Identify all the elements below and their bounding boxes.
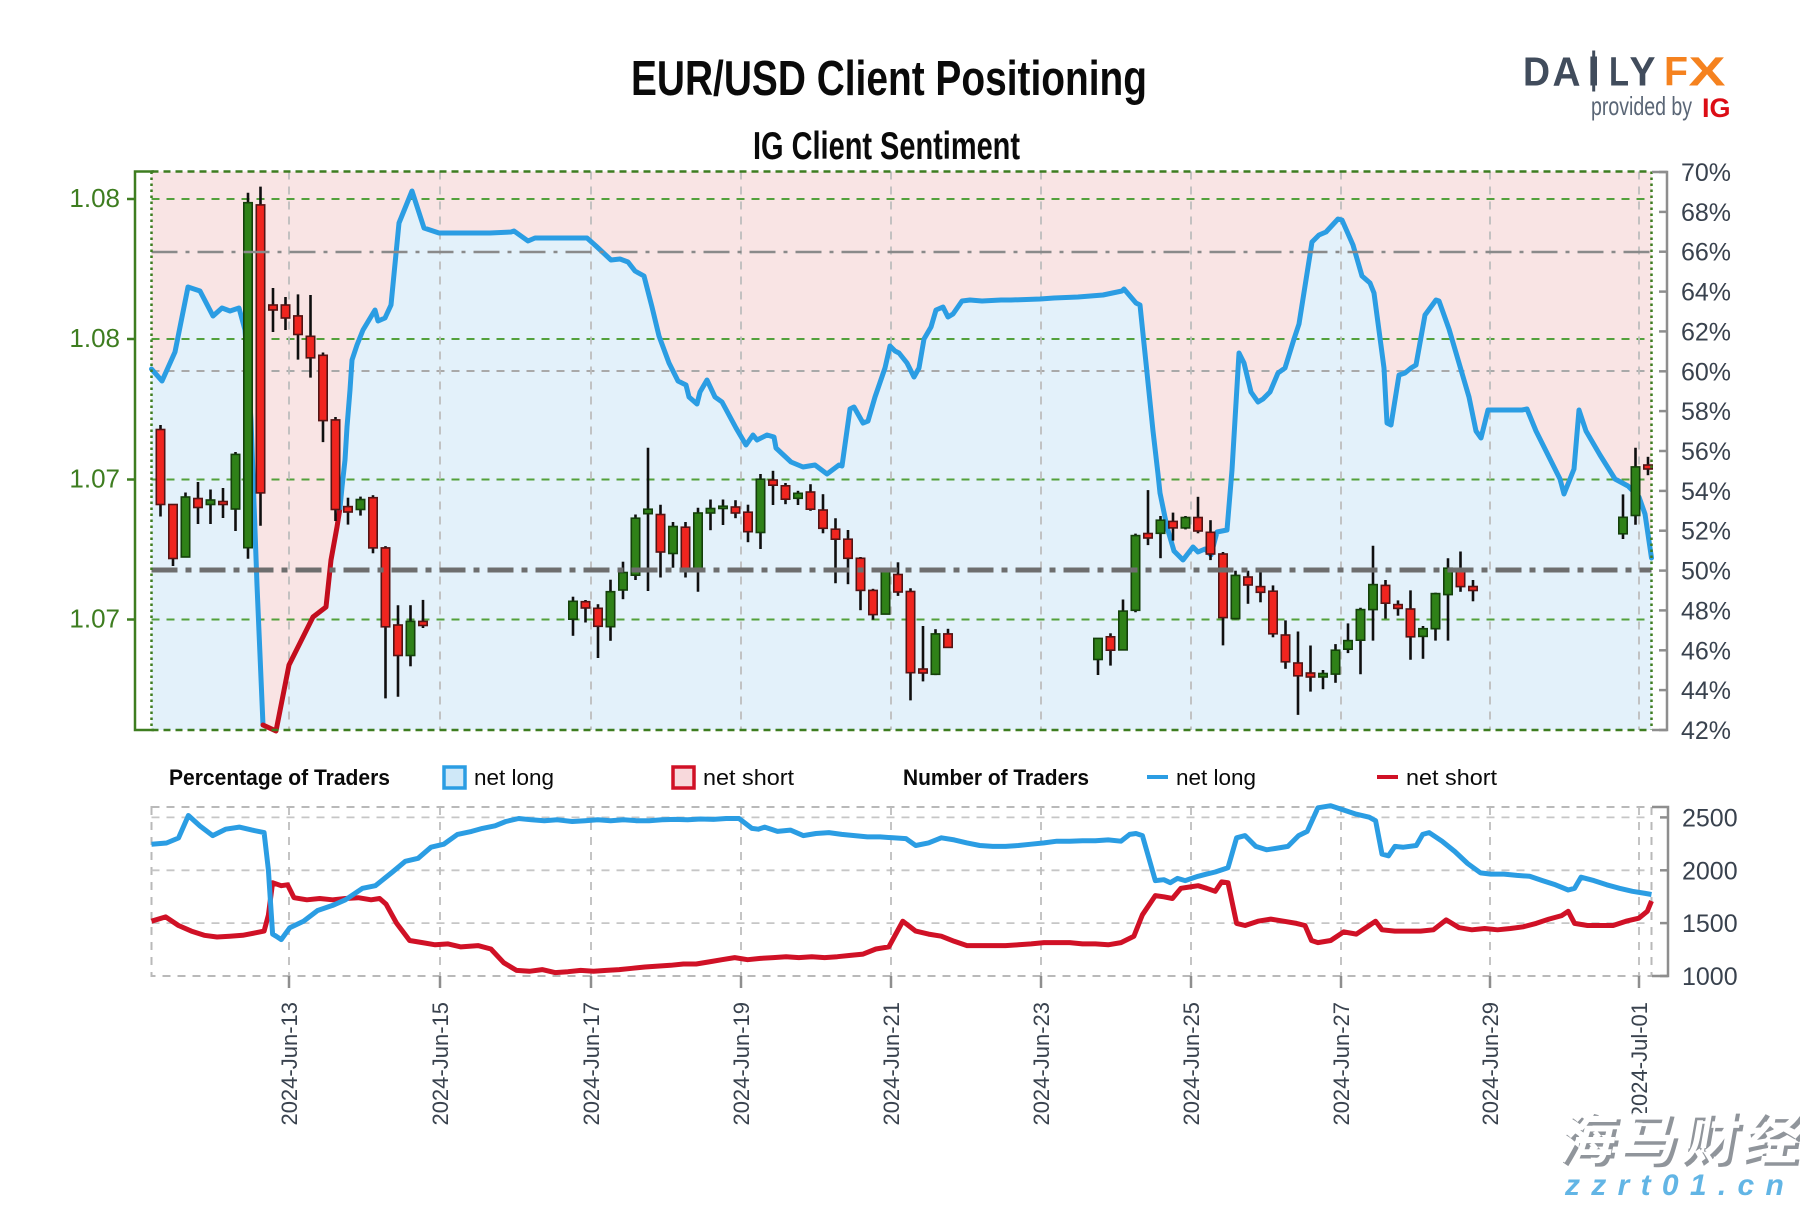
svg-text:provided by: provided by bbox=[1591, 91, 1692, 121]
svg-text:2024-Jun-25: 2024-Jun-25 bbox=[1179, 1002, 1204, 1126]
svg-text:net short: net short bbox=[703, 765, 794, 790]
svg-text:1500: 1500 bbox=[1682, 910, 1738, 938]
svg-text:2024-Jun-23: 2024-Jun-23 bbox=[1029, 1002, 1054, 1126]
svg-text:2024-Jun-13: 2024-Jun-13 bbox=[277, 1002, 302, 1126]
svg-text:2024-Jul-01: 2024-Jul-01 bbox=[1627, 1002, 1652, 1118]
svg-text:Number of Traders: Number of Traders bbox=[903, 765, 1089, 790]
svg-text:L: L bbox=[1609, 49, 1629, 95]
svg-text:1000: 1000 bbox=[1682, 963, 1738, 991]
svg-text:1.08: 1.08 bbox=[69, 183, 120, 213]
svg-text:2024-Jun-17: 2024-Jun-17 bbox=[579, 1002, 604, 1126]
svg-text:62%: 62% bbox=[1681, 318, 1731, 346]
svg-text:66%: 66% bbox=[1681, 239, 1731, 267]
svg-text:54%: 54% bbox=[1681, 478, 1731, 506]
svg-text:50%: 50% bbox=[1681, 558, 1731, 586]
svg-text:60%: 60% bbox=[1681, 358, 1731, 386]
svg-text:68%: 68% bbox=[1681, 199, 1731, 227]
svg-text:2024-Jun-19: 2024-Jun-19 bbox=[729, 1002, 754, 1126]
svg-text:X: X bbox=[1689, 49, 1726, 95]
svg-text:2024-Jun-27: 2024-Jun-27 bbox=[1329, 1002, 1354, 1126]
svg-text:56%: 56% bbox=[1681, 438, 1731, 466]
svg-text:42%: 42% bbox=[1681, 717, 1731, 745]
svg-text:2024-Jun-29: 2024-Jun-29 bbox=[1478, 1002, 1503, 1126]
svg-text:zzrt01.cn: zzrt01.cn bbox=[1564, 1169, 1795, 1200]
svg-text:1.08: 1.08 bbox=[69, 323, 120, 353]
svg-text:net long: net long bbox=[474, 765, 554, 790]
svg-text:52%: 52% bbox=[1681, 518, 1731, 546]
svg-text:64%: 64% bbox=[1681, 279, 1731, 307]
svg-text:IG Client Sentiment: IG Client Sentiment bbox=[753, 125, 1020, 168]
svg-text:D: D bbox=[1523, 49, 1550, 95]
svg-text:46%: 46% bbox=[1681, 637, 1731, 665]
svg-text:A: A bbox=[1553, 49, 1581, 95]
svg-text:1.07: 1.07 bbox=[69, 464, 120, 494]
svg-text:Y: Y bbox=[1630, 49, 1656, 95]
svg-text:70%: 70% bbox=[1681, 159, 1731, 187]
svg-text:F: F bbox=[1664, 49, 1688, 95]
svg-text:48%: 48% bbox=[1681, 597, 1731, 625]
svg-text:2500: 2500 bbox=[1682, 804, 1738, 832]
svg-text:2024-Jun-21: 2024-Jun-21 bbox=[879, 1002, 904, 1126]
svg-text:58%: 58% bbox=[1681, 398, 1731, 426]
svg-text:2024-Jun-15: 2024-Jun-15 bbox=[428, 1002, 453, 1126]
svg-text:Percentage of Traders: Percentage of Traders bbox=[169, 765, 390, 790]
svg-text:1.07: 1.07 bbox=[69, 604, 120, 634]
svg-text:net short: net short bbox=[1406, 765, 1497, 790]
svg-text:2000: 2000 bbox=[1682, 857, 1738, 885]
svg-text:net long: net long bbox=[1176, 765, 1256, 790]
svg-text:IG: IG bbox=[1702, 93, 1731, 123]
svg-text:44%: 44% bbox=[1681, 677, 1731, 705]
svg-text:EUR/USD Client Positioning: EUR/USD Client Positioning bbox=[631, 52, 1147, 106]
